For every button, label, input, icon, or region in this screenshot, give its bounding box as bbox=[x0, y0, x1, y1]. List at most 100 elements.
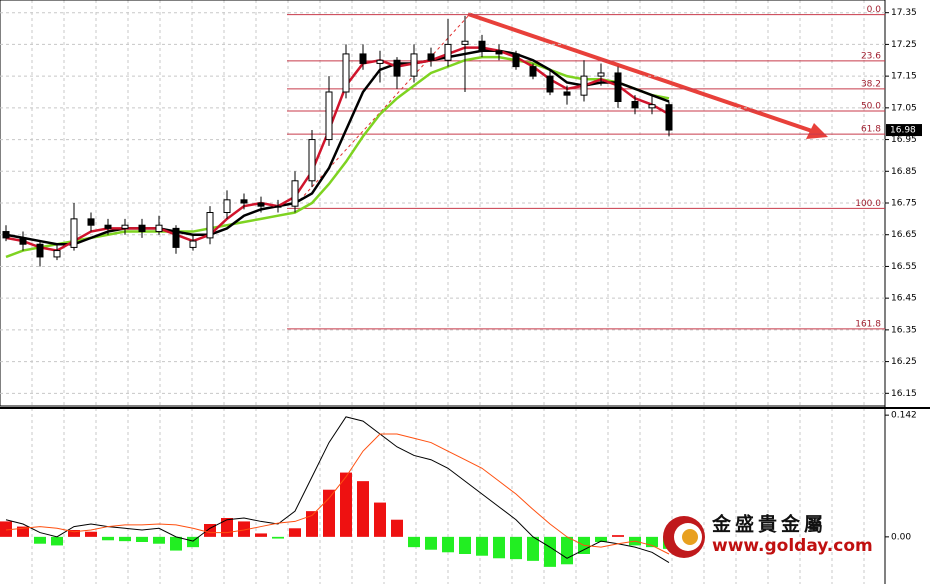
macd-bar bbox=[153, 536, 165, 544]
macd-bar bbox=[442, 536, 454, 553]
macd-bar bbox=[459, 536, 471, 554]
candle-body bbox=[206, 212, 214, 239]
candle-body bbox=[580, 75, 588, 96]
candle-body bbox=[172, 227, 180, 248]
candle-body bbox=[427, 53, 435, 61]
candle-body bbox=[240, 199, 248, 204]
candle-body bbox=[155, 224, 163, 233]
current-price-box bbox=[886, 124, 922, 137]
candles bbox=[2, 15, 673, 267]
macd-bar bbox=[85, 531, 97, 537]
candle-body bbox=[223, 199, 231, 214]
candle-body bbox=[308, 139, 316, 182]
candle-body bbox=[444, 43, 452, 61]
logo-core bbox=[682, 529, 698, 545]
y-tick-label: 0.00 bbox=[891, 532, 911, 542]
macd-bar bbox=[340, 472, 352, 537]
macd-bar bbox=[34, 536, 46, 544]
current-price: 16.98 bbox=[886, 124, 922, 137]
candle-body bbox=[393, 59, 401, 77]
moving-average-line bbox=[5, 49, 670, 246]
candle-body bbox=[512, 53, 520, 68]
macd-bar bbox=[476, 536, 488, 556]
trend-arrow-head bbox=[806, 123, 828, 139]
watermark-brand: 金盛貴金屬 bbox=[711, 513, 827, 536]
candle-body bbox=[70, 218, 78, 248]
macd-bar bbox=[425, 536, 437, 550]
candle-body bbox=[665, 104, 673, 131]
candle-body bbox=[87, 218, 95, 226]
macd-bar bbox=[527, 536, 539, 561]
macd-bar bbox=[238, 521, 250, 537]
macd-bar bbox=[357, 481, 369, 537]
macd-bar bbox=[221, 518, 233, 537]
price-grid: 17.35 17.25 17.15 17.05 16.95 16.85 16.75 16.65… bbox=[0, 8, 917, 399]
y-tick-label: 16.85 bbox=[891, 167, 917, 177]
candle-body bbox=[631, 101, 639, 109]
macd-bar bbox=[102, 536, 114, 541]
moving-average-line bbox=[5, 55, 670, 259]
macd-bar bbox=[119, 536, 131, 542]
y-tick-label: 16.65 bbox=[891, 230, 917, 240]
candle-body bbox=[529, 66, 537, 77]
candle-body bbox=[291, 180, 299, 207]
macd-lines bbox=[5, 416, 670, 563]
fib-label: 100.0 bbox=[855, 199, 881, 209]
candle-body bbox=[410, 53, 418, 77]
logo bbox=[663, 516, 705, 558]
macd-bar bbox=[612, 535, 624, 537]
y-tick-label: 16.75 bbox=[891, 199, 917, 209]
macd-bar bbox=[289, 528, 301, 537]
y-tick-label: 16.45 bbox=[891, 294, 917, 304]
macd-bar bbox=[187, 536, 199, 548]
candle-body bbox=[257, 202, 265, 207]
candle-body bbox=[359, 53, 367, 64]
candle-body bbox=[121, 224, 129, 229]
macd-bar bbox=[374, 502, 386, 537]
candle-body bbox=[478, 40, 486, 52]
macd-bar bbox=[68, 530, 80, 537]
candle-body bbox=[274, 205, 282, 208]
macd-bar bbox=[272, 536, 284, 539]
candle-body bbox=[597, 72, 605, 77]
macd-bar bbox=[170, 536, 182, 551]
fib-label: 23.6 bbox=[861, 51, 881, 61]
y-tick-label: 16.95 bbox=[891, 135, 917, 145]
candle-body bbox=[104, 224, 112, 229]
macd-bar bbox=[136, 536, 148, 542]
y-tick-label: 0.142 bbox=[891, 411, 917, 421]
candle-body bbox=[495, 50, 503, 55]
y-tick-label: 16.55 bbox=[891, 262, 917, 272]
moving-average-line bbox=[5, 46, 670, 252]
candle-body bbox=[376, 59, 384, 64]
candle-body bbox=[2, 231, 10, 239]
macd-axis: 0.00 0.142 bbox=[885, 411, 917, 542]
candle-body bbox=[563, 91, 571, 96]
candle-body bbox=[53, 250, 61, 258]
macd-bar bbox=[646, 536, 658, 548]
candle-body bbox=[342, 53, 350, 93]
candle-body bbox=[648, 104, 656, 109]
macd-bar bbox=[408, 536, 420, 548]
y-tick-label: 16.35 bbox=[891, 325, 917, 335]
candle-body bbox=[138, 224, 146, 233]
macd-bar bbox=[493, 536, 505, 559]
macd-line bbox=[5, 416, 670, 563]
candle-body bbox=[36, 243, 44, 258]
macd-bar bbox=[391, 519, 403, 537]
candle-body bbox=[546, 75, 554, 93]
watermark-url: www.golday.com bbox=[712, 536, 873, 556]
time-grid bbox=[31, 0, 865, 584]
candle-body bbox=[189, 240, 197, 248]
candle-body bbox=[19, 237, 27, 245]
fib-label: 38.2 bbox=[861, 79, 881, 89]
y-tick-label: 16.15 bbox=[891, 389, 917, 399]
fib-label: 61.8 bbox=[861, 125, 881, 135]
current-price-label: 16.98 bbox=[890, 126, 916, 136]
candle-body bbox=[614, 72, 622, 102]
candle-body bbox=[325, 91, 333, 141]
y-tick-label: 17.25 bbox=[891, 40, 917, 50]
candle-body bbox=[461, 40, 469, 45]
moving-averages bbox=[5, 46, 670, 259]
